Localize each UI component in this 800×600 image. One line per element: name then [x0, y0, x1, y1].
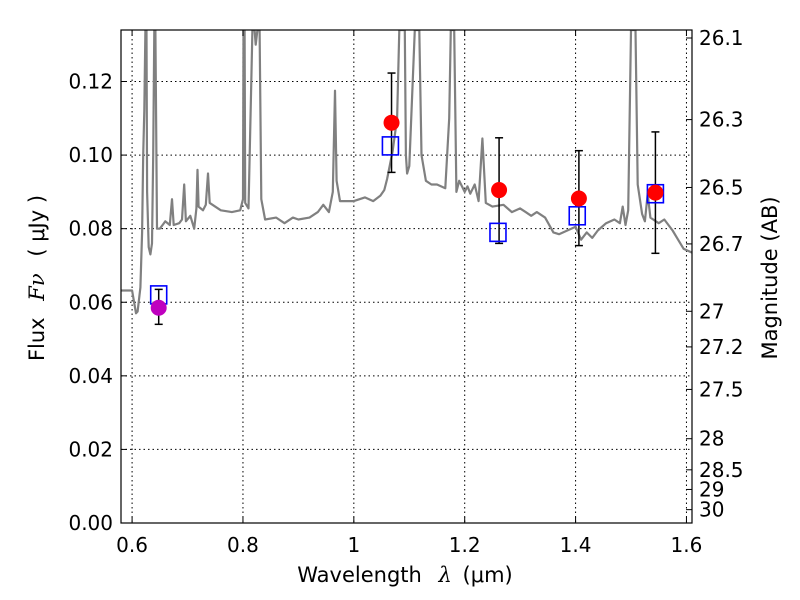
- y-axis-title-symbol: Fν: [25, 273, 49, 302]
- right-tick-label: 26.7: [699, 232, 744, 256]
- right-tick-label: 28.5: [699, 458, 744, 482]
- y-tick-label: 0.02: [68, 437, 113, 461]
- y-axis-title-text: Flux: [25, 317, 49, 361]
- observed-point: [570, 190, 587, 207]
- x-tick-label: 0.8: [227, 533, 259, 557]
- observed-point: [383, 114, 400, 131]
- right-tick-label: 27: [699, 299, 724, 323]
- right-tick-label: 29: [699, 477, 724, 501]
- right-tick-label: 27.2: [699, 335, 744, 359]
- y-tick-label: 0.08: [68, 217, 113, 241]
- x-axis-title-text: Wavelength: [297, 563, 422, 587]
- y-tick-label: 0.12: [68, 70, 113, 94]
- right-tick-label: 26.1: [699, 26, 744, 50]
- x-axis-title-unit: (μm): [463, 563, 513, 587]
- model-spectrum: [121, 30, 692, 315]
- x-tick-label: 1.6: [671, 533, 703, 557]
- observed-point: [647, 184, 664, 201]
- right-tick-label: 30: [699, 498, 724, 522]
- x-tick-label: 0.6: [116, 533, 148, 557]
- plot-frame: [120, 29, 693, 524]
- model-photometry-points: [149, 136, 665, 305]
- y-tick-label: 0.10: [68, 143, 113, 167]
- x-tick-label: 1.4: [560, 533, 592, 557]
- right-tick-label: 27.5: [699, 377, 744, 401]
- axes-ticks: 0.6 0.8 1 1.2 1.4 1.6 0.00 0.02 0.04 0.06 0.08 0.10…: [68, 26, 743, 557]
- right-tick-label: 26.3: [699, 108, 744, 132]
- right-tick-label: 26.5: [699, 175, 744, 199]
- x-tick-label: 1.2: [449, 533, 481, 557]
- right-tick-label: 28: [699, 427, 724, 451]
- spectrum-line: [121, 30, 692, 315]
- right-axis-title: Magnitude (AB): [758, 196, 782, 359]
- y-axis-title: Flux Fν ( μJy ): [25, 195, 49, 361]
- observed-photometry-points: [150, 114, 664, 316]
- y-tick-label: 0.00: [68, 511, 113, 535]
- observed-point: [491, 182, 508, 199]
- x-axis-title-symbol: λ: [438, 563, 452, 587]
- y-tick-label: 0.06: [68, 290, 113, 314]
- model-point: [489, 222, 507, 243]
- model-point: [381, 136, 400, 156]
- x-axis-title: Wavelength λ (μm): [297, 563, 512, 587]
- observed-point: [150, 299, 167, 316]
- model-point: [568, 205, 587, 226]
- y-axis-title-unit: ( μJy ): [25, 195, 49, 257]
- y-tick-label: 0.04: [68, 364, 113, 388]
- x-tick-label: 1: [347, 533, 360, 557]
